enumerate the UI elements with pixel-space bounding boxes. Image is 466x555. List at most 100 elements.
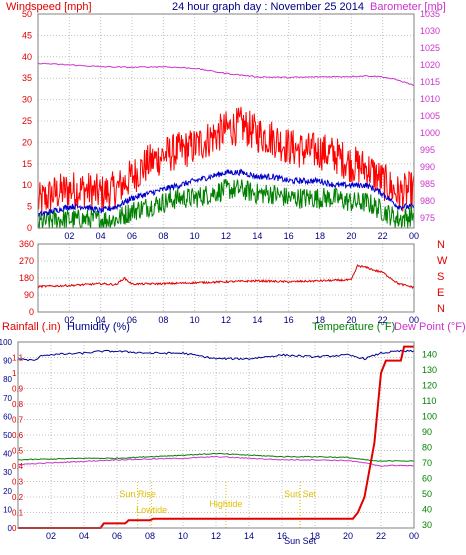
- direction-label-east: E: [437, 287, 444, 299]
- x-tick-label: 08: [158, 231, 168, 241]
- x-tick-label: 14: [252, 315, 262, 325]
- x-tick-label: 12: [211, 531, 221, 541]
- x-tick-label: 10: [178, 531, 188, 541]
- rainfall-title: Rainfall (.in): [2, 321, 61, 333]
- rain-y-tick-label: 0.7: [12, 416, 24, 425]
- x-tick-label: 20: [343, 531, 353, 541]
- annotation-label: Sun Set: [284, 536, 317, 546]
- x-tick-label: 08: [158, 315, 168, 325]
- temp-y-tick-label: 60: [422, 473, 432, 483]
- x-tick-label: 10: [190, 315, 200, 325]
- x-tick-label: 00: [409, 315, 419, 325]
- wind-direction-series-line: [37, 263, 415, 290]
- x-tick-label: 06: [112, 531, 122, 541]
- baro-y-tick-label: 995: [420, 145, 435, 155]
- rain-y-tick-label: 0.2: [12, 493, 24, 502]
- rain-y-tick-label: 1: [12, 369, 17, 378]
- rain-y-tick-label: 0.6: [12, 431, 24, 440]
- axis-layer: 02 04 06 08 10 12 14 16 18 20 22 000510152025303540…: [0, 9, 440, 546]
- x-tick-label: 18: [315, 231, 325, 241]
- annotation-label: Hightide: [209, 499, 242, 509]
- wind-y-tick-label: 45: [22, 30, 32, 40]
- direction-panel-frame: [37, 243, 415, 313]
- baro-y-tick-label: 1035: [420, 9, 440, 19]
- rain-y-tick-label: 0.5: [12, 447, 24, 456]
- wind-panel-frame: [37, 13, 415, 229]
- wind-y-tick-label: 25: [22, 116, 32, 126]
- gust-series-line: [37, 106, 415, 213]
- humidity-y-tick-label: 70: [3, 394, 12, 403]
- minimum-series-line: [37, 178, 415, 230]
- x-tick-label: 12: [221, 231, 231, 241]
- climate-panel-frame: [17, 341, 415, 529]
- series-layer: [17, 62, 415, 529]
- x-tick-label: 04: [79, 531, 89, 541]
- humidity-y-tick-label: 100: [0, 338, 13, 347]
- annotation-label: Sun Set: [284, 489, 317, 499]
- baro-y-tick-label: 1000: [420, 128, 440, 138]
- rain-y-tick-label: 0.9: [12, 385, 24, 394]
- rainfall-series-line: [18, 345, 414, 529]
- temp-y-tick-label: 100: [422, 411, 437, 421]
- rain-y-tick-label: 0: [12, 524, 17, 533]
- x-tick-label: 00: [409, 231, 419, 241]
- x-tick-label: 20: [346, 315, 356, 325]
- temp-y-tick-label: 30: [422, 520, 432, 530]
- average-series-line: [37, 168, 415, 218]
- baro-y-tick-label: 1005: [420, 111, 440, 121]
- rain-y-tick-label: 0.4: [12, 462, 24, 471]
- direction-label-west: W: [437, 255, 448, 267]
- wind-y-tick-label: 50: [22, 9, 32, 19]
- temp-y-tick-label: 90: [422, 427, 432, 437]
- temp-y-tick-label: 140: [422, 349, 437, 359]
- wind-y-tick-label: 40: [22, 52, 32, 62]
- humidity-y-tick-label: 30: [3, 468, 12, 477]
- rain-y-tick-label: 0.3: [12, 478, 24, 487]
- wind-y-tick-label: 30: [22, 95, 32, 105]
- wind-y-tick-label: 5: [27, 202, 32, 212]
- direction-label-north-top: N: [437, 239, 445, 251]
- x-tick-label: 06: [127, 231, 137, 241]
- annotation-label: Lowtide: [136, 505, 167, 515]
- humidity-series-line: [17, 349, 415, 362]
- rain-y-tick-label: 0.8: [12, 400, 24, 409]
- wind-y-tick-label: 10: [22, 180, 32, 190]
- wind-y-tick-label: 35: [22, 73, 32, 83]
- temp-y-tick-label: 130: [422, 365, 437, 375]
- baro-y-tick-label: 990: [420, 162, 435, 172]
- x-tick-label: 18: [310, 531, 320, 541]
- dewpoint-title: Dew Point (°F): [394, 321, 466, 333]
- humidity-y-tick-label: 10: [3, 505, 12, 514]
- x-tick-label: 22: [376, 531, 386, 541]
- temp-y-tick-label: 70: [422, 458, 432, 468]
- x-tick-label: 04: [96, 231, 106, 241]
- baro-y-tick-label: 1025: [420, 43, 440, 53]
- x-tick-label: 16: [284, 231, 294, 241]
- graph-title: 24 hour graph day : November 25 2014: [172, 1, 364, 13]
- barometer-series-line: [37, 62, 415, 87]
- direction-label-north-bottom: N: [437, 303, 445, 315]
- x-tick-label: 20: [346, 231, 356, 241]
- rain-y-tick-label: 0.1: [12, 509, 24, 518]
- wind-y-tick-label: 15: [22, 159, 32, 169]
- direction-y-tick-label: 360: [19, 239, 34, 249]
- temp-y-tick-label: 80: [422, 442, 432, 452]
- windspeed-title: Windspeed [mph]: [6, 1, 92, 13]
- annotation-label: Sun Rise: [119, 489, 156, 499]
- baro-y-tick-label: 985: [420, 179, 435, 189]
- x-tick-label: 12: [221, 315, 231, 325]
- x-tick-label: 02: [64, 231, 74, 241]
- frame-layer: [17, 13, 415, 529]
- x-tick-label: 02: [64, 315, 74, 325]
- humidity-y-tick-label: 90: [3, 357, 12, 366]
- humidity-y-tick-label: 0: [8, 524, 13, 533]
- x-tick-label: 14: [244, 531, 254, 541]
- x-tick-label: 08: [145, 531, 155, 541]
- temp-y-tick-label: 120: [422, 380, 437, 390]
- barometer-title: Barometer [mb]: [370, 1, 446, 13]
- x-tick-label: 18: [315, 315, 325, 325]
- direction-y-tick-label: 270: [19, 256, 34, 266]
- humidity-y-tick-label: 40: [3, 450, 12, 459]
